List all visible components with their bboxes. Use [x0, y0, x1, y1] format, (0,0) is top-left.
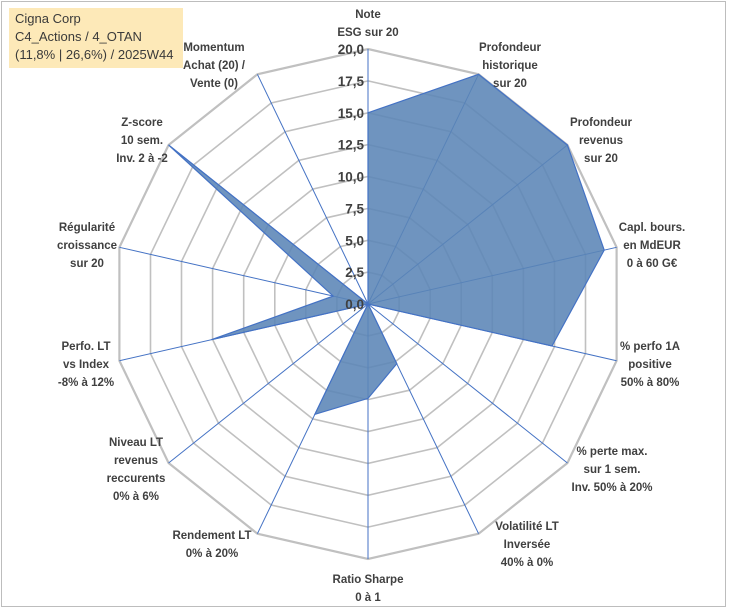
tick-label: 15,0 — [338, 106, 364, 121]
axis-label-line: Inversée — [504, 539, 551, 551]
axis-spoke — [367, 303, 568, 464]
axis-label: Perfo. LT vs Index -8% à 12% — [58, 341, 114, 389]
axis-label-line: 50% à 80% — [621, 377, 680, 389]
axis-label: % perte max. sur 1 sem. Inv. 50% à 20% — [572, 446, 653, 494]
axis-label-line: sur 1 sem. — [584, 464, 641, 476]
axis-label: Volatilité LT Inversée 40% à 0% — [495, 521, 558, 569]
axis-label-layer: Note ESG sur 20 Profondeur historique sur 20… — [57, 9, 685, 604]
axis-label-line: Volatilité LT — [495, 521, 558, 533]
axis-label: % perfo 1A positive 50% à 80% — [620, 341, 680, 389]
tick-label: 17,5 — [338, 74, 365, 89]
axis-label-line: % perte max. — [577, 446, 648, 458]
axis-label-line: sur 20 — [493, 78, 527, 90]
axis-label-line: positive — [628, 359, 671, 371]
portfolio-label: C4_Actions / 4_OTAN — [15, 29, 142, 44]
axis-label-line: revenus — [114, 455, 158, 467]
axis-label-line: Rendement LT — [172, 530, 251, 542]
axis-spoke — [256, 74, 369, 305]
series-layer — [168, 73, 605, 416]
axis-label-line: 40% à 0% — [501, 557, 553, 569]
axis-label-line: Inv. 50% à 20% — [572, 482, 653, 494]
axis-label-line: Z-score — [121, 117, 163, 129]
axis-label-line: Perfo. LT — [62, 341, 111, 353]
axis-label: Profondeur revenus sur 20 — [570, 117, 632, 165]
axis-label: Régularité croissance sur 20 — [57, 222, 117, 270]
axis-label-line: Vente (0) — [190, 78, 238, 90]
axis-label-line: Profondeur — [570, 117, 632, 129]
period-label: (11,8% | 26,6%) / 2025W44 — [15, 47, 174, 62]
axis-label-line: Inv. 2 à -2 — [116, 153, 168, 165]
axis-label-line: revenus — [579, 135, 623, 147]
tick-label: 0,0 — [345, 297, 364, 312]
axis-label: Profondeur historique sur 20 — [479, 42, 541, 90]
tick-label: 5,0 — [345, 233, 364, 248]
series-area — [168, 73, 605, 416]
tick-label: 2,5 — [345, 265, 364, 280]
axis-label-line: Profondeur — [479, 42, 541, 54]
axis-label-line: sur 20 — [584, 153, 618, 165]
axis-label: Niveau LT revenus reccurents 0% à 6% — [107, 437, 166, 503]
axis-label-line: Capl. bours. — [619, 222, 685, 234]
axis-label: Z-score 10 sem. Inv. 2 à -2 — [116, 117, 168, 165]
axis-label-line: Régularité — [59, 222, 115, 234]
axis-label-line: historique — [482, 60, 538, 72]
tick-label-layer: 0,0 2,5 5,0 7,5 10,0 12,5 15,0 17,5 20,0 — [338, 42, 365, 312]
tick-label: 12,5 — [338, 138, 365, 153]
axis-label-line: 0 à 1 — [355, 592, 381, 604]
axis-label: Ratio Sharpe 0 à 1 — [333, 574, 404, 604]
axis-label: Momentum Achat (20) / Vente (0) — [183, 42, 246, 90]
axis-label-line: Achat (20) / — [183, 60, 246, 72]
axis-label-line: 0% à 6% — [113, 491, 159, 503]
axis-label-line: reccurents — [107, 473, 166, 485]
axis-label: Note ESG sur 20 — [337, 9, 398, 39]
axis-label-line: -8% à 12% — [58, 377, 114, 389]
tick-label: 20,0 — [338, 42, 364, 57]
axis-spoke — [168, 303, 369, 464]
axis-label-line: en MdEUR — [623, 240, 681, 252]
axis-label: Rendement LT 0% à 20% — [172, 530, 251, 560]
axis-label-line: croissance — [57, 240, 117, 252]
company-name: Cigna Corp — [15, 11, 81, 26]
axis-label: Capl. bours. en MdEUR 0 à 60 G€ — [619, 222, 685, 270]
axis-label-line: 0% à 20% — [186, 548, 238, 560]
axis-label-line: Note — [355, 9, 381, 21]
tick-label: 7,5 — [345, 201, 364, 216]
axis-label-line: sur 20 — [70, 258, 104, 270]
info-box: Cigna Corp C4_Actions / 4_OTAN (11,8% | … — [9, 8, 183, 68]
axis-label-line: vs Index — [63, 359, 110, 371]
axis-label-line: % perfo 1A — [620, 341, 680, 353]
axis-label-line: 0 à 60 G€ — [627, 258, 678, 270]
axis-label-line: ESG sur 20 — [337, 27, 398, 39]
axis-label-line: 10 sem. — [121, 135, 163, 147]
axis-label-line: Niveau LT — [109, 437, 163, 449]
axis-label-line: Ratio Sharpe — [333, 574, 404, 586]
tick-label: 10,0 — [338, 170, 364, 185]
axis-spoke — [119, 246, 369, 305]
axis-label-line: Momentum — [183, 42, 244, 54]
